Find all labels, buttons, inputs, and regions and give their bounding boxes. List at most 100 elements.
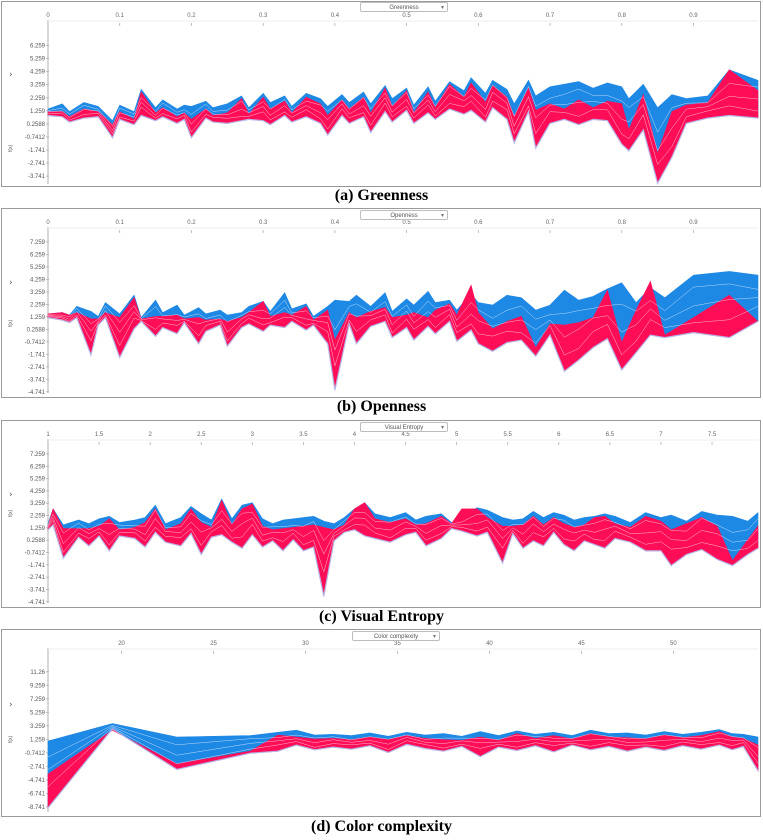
feature-select-value: Openness [390,213,418,219]
series-line [47,727,759,787]
y-tick-label: -3.741 [28,587,46,593]
chevron-right-icon[interactable]: › [9,278,13,288]
y-axis-label: f(x) [8,144,14,152]
chart-svg: 20 25 30 35 40 45 50 11.26 9.259 7.259 5.259 3.259 1… [25,641,759,812]
x-tick-label: 0.7 [546,13,555,19]
feature-select[interactable]: Color complexity ▾ [352,631,440,641]
x-tick-label: 6.5 [606,432,615,438]
caption-color-complexity: (d) Color complexity [310,818,452,835]
y-tick-label: -4.741 [28,778,46,784]
y-tick-label: 3.259 [30,501,46,507]
x-tick-label: 0.8 [618,220,627,226]
chevron-down-icon: ▾ [432,634,436,640]
y-tick-label: 0.2588 [27,538,46,544]
chevron-down-icon: ▾ [440,425,444,431]
y-tick-label: -8.741 [28,805,46,811]
x-tick-label: 4 [353,432,357,438]
x-tick-label: 7.5 [708,432,717,438]
y-tick-label: -2.741 [28,575,46,581]
x-tick-label: 35 [394,641,401,647]
y-tick-label: -2.741 [28,365,46,371]
series-lower-edge [47,316,759,391]
y-tick-label: 6.259 [30,464,46,470]
y-tick-label: 1.259 [30,109,46,115]
y-tick-label: 3.259 [30,290,46,296]
y-tick-label: -1.741 [28,148,46,154]
y-tick-label: -0.7412 [25,340,46,346]
y-tick-label: -0.7412 [25,551,46,557]
x-tick-label: 0.6 [474,220,483,226]
feature-select[interactable]: Visual Entropy ▾ [360,422,448,432]
chevron-right-icon[interactable]: › [9,70,13,80]
y-axis-label: f(x) [8,319,14,327]
chart-panel-color-complexity: 20 25 30 35 40 45 50 11.26 9.259 7.259 5.259 3.259 1… [1,629,761,817]
y-tick-label: 11.26 [30,670,45,676]
y-tick-label: 2.259 [30,96,46,102]
x-tick-label: 0.2 [187,220,196,226]
y-axis-label: f(x) [8,509,14,517]
x-tick-label: 0.2 [187,13,196,19]
x-tick-label: 40 [486,641,493,647]
x-tick-label: 0.5 [402,220,411,226]
y-tick-label: 4.259 [30,70,46,76]
chevron-right-icon[interactable]: › [9,700,13,710]
y-tick-label: -0.7412 [25,751,46,757]
y-tick-label: -1.741 [28,352,46,358]
x-tick-label: 30 [302,641,309,647]
x-tick-label: 7 [659,432,663,438]
series-line [47,519,759,573]
x-tick-label: 0.5 [402,13,411,19]
x-tick-label: 0.7 [546,220,555,226]
y-tick-label: -4.741 [28,390,46,396]
x-tick-label: 4.5 [401,432,410,438]
y-tick-label: -3.741 [28,174,46,180]
x-tick-label: 0.9 [689,13,698,19]
y-tick-label: -0.7412 [25,135,46,141]
chevron-down-icon: ▾ [440,5,444,11]
x-tick-label: 3 [251,432,255,438]
y-tick-label: 7.259 [30,240,46,246]
x-tick-label: 20 [118,641,125,647]
chart-svg: 0 0.1 0.2 0.3 0.4 0.5 0.6 0.7 0.8 0.9 6.259 5.259 4.… [25,13,759,186]
y-tick-label: -2.741 [28,161,46,167]
series-line [47,517,759,555]
series-lower-edge [47,523,759,597]
x-tick-label: 0.9 [689,220,698,226]
y-tick-label: -4.741 [28,600,46,606]
y-tick-label: 7.259 [30,452,46,458]
x-tick-label: 25 [210,641,217,647]
chart-panel-openness: 0 0.1 0.2 0.3 0.4 0.5 0.6 0.7 0.8 0.9 7.259 6.259 5.… [1,208,761,398]
y-tick-label: 0.2588 [27,122,46,128]
y-tick-label: 1.259 [30,526,46,532]
feature-select[interactable]: Greenness ▾ [360,2,448,12]
y-tick-label: -1.741 [28,563,46,569]
series-lower-edge [47,728,759,809]
series-line [47,509,759,541]
y-tick-label: 5.259 [30,265,46,271]
x-tick-label: 2 [148,432,152,438]
y-tick-label: 5.259 [30,57,46,63]
chevron-right-icon[interactable]: › [9,490,13,500]
x-tick-label: 3.5 [299,432,308,438]
series-line [47,91,759,152]
y-tick-label: 5.259 [30,477,46,483]
y-tick-label: 6.259 [30,252,46,258]
y-tick-label: 2.259 [30,302,46,308]
feature-select[interactable]: Openness ▾ [360,210,448,220]
x-tick-label: 0.4 [331,220,340,226]
x-tick-label: 0.8 [618,13,627,19]
y-tick-label: 7.259 [30,697,46,703]
x-tick-label: 0 [46,220,50,226]
chevron-down-icon: ▾ [440,213,444,219]
feature-select-value: Visual Entropy [384,425,424,431]
series-line [47,297,759,351]
x-tick-label: 0.4 [331,13,340,19]
series-line [47,83,759,133]
chart-svg: 0 0.1 0.2 0.3 0.4 0.5 0.6 0.7 0.8 0.9 7.259 6.259 5.… [25,220,759,396]
y-tick-label: 9.259 [30,683,46,689]
y-tick-label: 4.259 [30,489,46,495]
series-area-negative [47,69,759,185]
series-line [47,100,759,165]
series-line [47,726,759,770]
x-tick-label: 0.1 [116,220,125,226]
